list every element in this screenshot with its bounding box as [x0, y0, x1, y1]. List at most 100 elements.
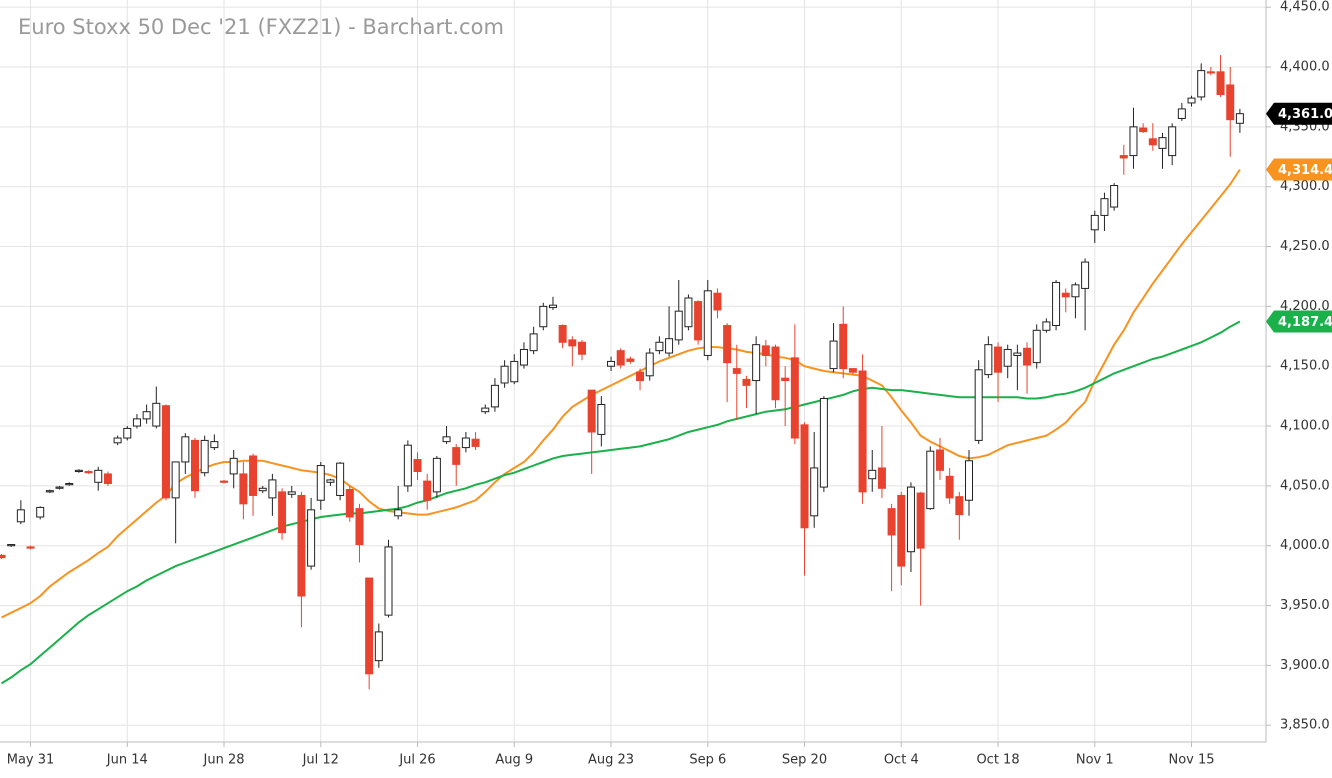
- candle-body: [587, 389, 596, 433]
- y-tick-label: 4,450.0: [1280, 0, 1330, 15]
- candle-body: [394, 509, 403, 517]
- candle-body: [1216, 71, 1225, 96]
- candle-body: [16, 509, 25, 523]
- candle-body: [1226, 84, 1235, 121]
- candle-body: [461, 437, 470, 449]
- candle-body: [200, 439, 209, 474]
- candle-body: [955, 496, 964, 516]
- x-tick-label: May 31: [7, 753, 55, 768]
- ma-line: [1, 168, 1241, 619]
- candle-body: [249, 455, 258, 496]
- y-tick-label: 4,100.0: [1280, 419, 1330, 434]
- candle-body: [1139, 127, 1148, 133]
- x-tick-label: Aug 23: [588, 753, 634, 768]
- price-badge-label: 4,314.4: [1278, 163, 1332, 178]
- candle-body: [994, 346, 1003, 373]
- candle-body: [742, 378, 751, 386]
- candle-body: [84, 471, 93, 474]
- candle-body: [1042, 321, 1051, 331]
- candle-body: [374, 631, 383, 662]
- candle-body: [935, 449, 944, 471]
- candle-body: [1197, 70, 1206, 98]
- candle-body: [626, 358, 635, 362]
- candle-body: [897, 494, 906, 567]
- candle-body: [490, 384, 499, 408]
- candle-body: [1110, 185, 1119, 208]
- candle-body: [1119, 155, 1128, 159]
- candle-body: [868, 469, 877, 480]
- candle-body: [210, 441, 219, 449]
- candle-body: [336, 462, 345, 496]
- candle-body: [403, 444, 412, 487]
- candle-body: [55, 486, 64, 489]
- candle-body: [761, 345, 770, 356]
- candle-body: [829, 340, 838, 370]
- x-tick-label: Jul 12: [302, 753, 339, 768]
- price-badge: [1266, 102, 1332, 125]
- y-tick-label: 4,150.0: [1280, 359, 1330, 374]
- candle-body: [732, 368, 741, 374]
- candle-body: [1206, 71, 1215, 74]
- candle-body: [1081, 261, 1090, 289]
- candle-body: [858, 370, 867, 493]
- x-tick-label: Jun 28: [203, 753, 245, 768]
- candle-body: [26, 546, 35, 549]
- candle-body: [94, 469, 103, 483]
- candle-body: [723, 325, 732, 364]
- candle-body: [529, 333, 538, 352]
- candle-body: [287, 491, 296, 495]
- y-tick-label: 3,850.0: [1280, 718, 1330, 733]
- candle-body: [1187, 97, 1196, 104]
- candle-body: [519, 348, 528, 366]
- candle-body: [713, 292, 722, 311]
- x-tick-label: Oct 4: [884, 753, 919, 768]
- y-tick-label: 4,200.0: [1280, 299, 1330, 314]
- y-tick-label: 4,000.0: [1280, 538, 1330, 553]
- candle-body: [800, 424, 809, 529]
- candle-body: [1003, 348, 1012, 367]
- candle-body: [345, 488, 354, 518]
- candle-body: [781, 377, 790, 382]
- x-tick-label: Jul 26: [398, 753, 435, 768]
- candle-body: [74, 469, 83, 473]
- candle-body: [916, 492, 925, 549]
- candle-body: [113, 437, 122, 444]
- x-tick-label: Nov 1: [1076, 753, 1114, 768]
- candle-body: [1168, 126, 1177, 157]
- candle-body: [1100, 198, 1109, 216]
- candle-body: [1177, 108, 1186, 119]
- candle-body: [597, 404, 606, 435]
- candle-body: [452, 447, 461, 465]
- candle-body: [819, 398, 828, 488]
- candle-body: [926, 450, 935, 510]
- candle-body: [839, 323, 848, 370]
- candle-body: [848, 368, 857, 373]
- candle-body: [423, 480, 432, 501]
- candle-body: [326, 479, 335, 483]
- candle-body: [810, 467, 819, 517]
- y-tick-label: 4,250.0: [1280, 239, 1330, 254]
- candle-body: [268, 479, 277, 499]
- candle-body: [984, 344, 993, 376]
- candle-body: [442, 436, 451, 443]
- candle-body: [316, 465, 325, 501]
- candle-body: [1090, 214, 1099, 231]
- price-badge-label: 4,187.4: [1278, 315, 1332, 330]
- candle-body: [132, 418, 141, 427]
- candle-body: [297, 494, 306, 597]
- candle-body: [1148, 138, 1157, 146]
- x-tick-label: Aug 9: [495, 753, 533, 768]
- candle-body: [413, 459, 422, 473]
- price-badge: [1266, 310, 1332, 333]
- candle-body: [510, 360, 519, 383]
- x-tick-label: Sep 20: [782, 753, 827, 768]
- y-tick-label: 4,300.0: [1280, 179, 1330, 194]
- candle-body: [7, 544, 16, 547]
- candle-body: [1071, 284, 1080, 298]
- candle-body: [355, 508, 364, 546]
- candle-body: [1052, 281, 1061, 327]
- candle-body: [674, 310, 683, 341]
- candle-body: [771, 346, 780, 401]
- candle-body: [181, 436, 190, 463]
